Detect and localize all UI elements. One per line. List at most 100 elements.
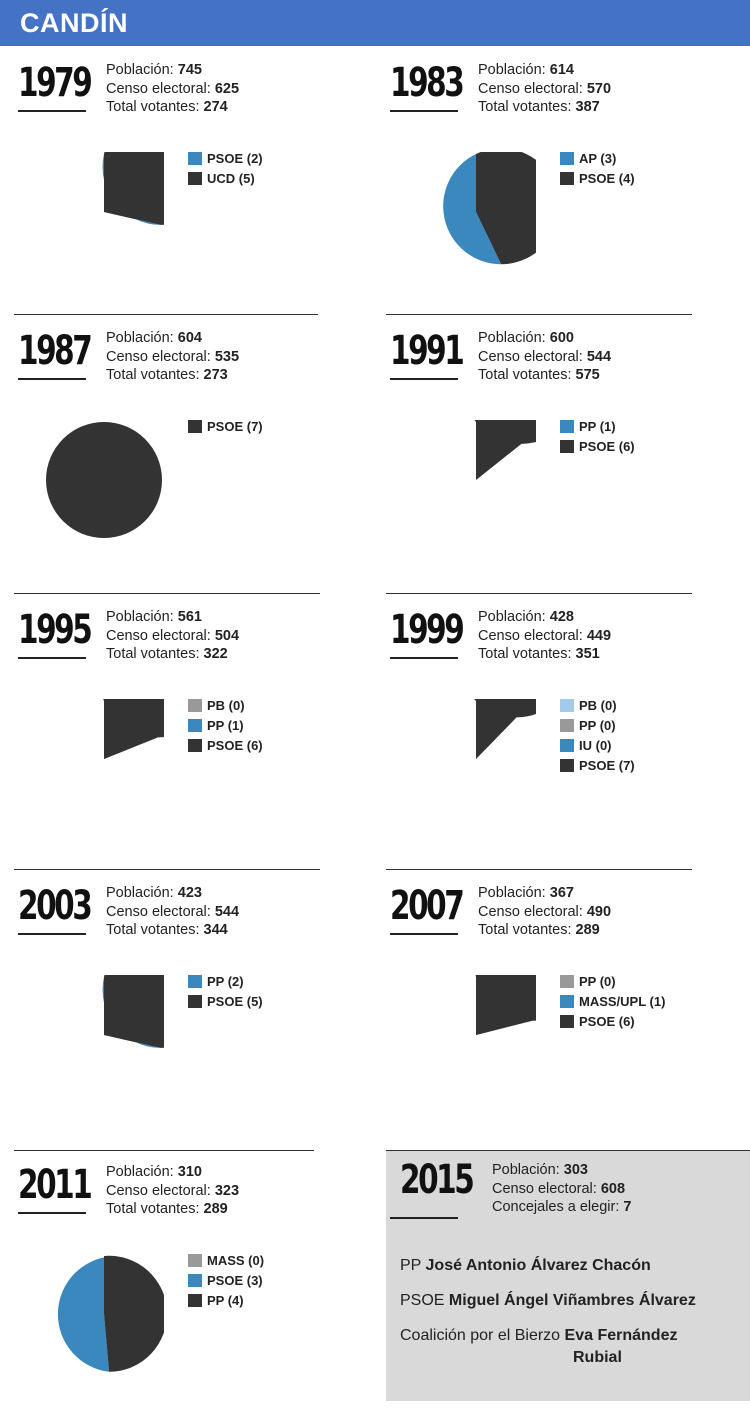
poblacion-row: Población: 561 — [106, 609, 202, 625]
pie-chart — [102, 152, 164, 225]
pie-slice — [57, 1256, 111, 1372]
legend-label: PP (1) — [207, 718, 244, 733]
stats: Población: 367 Censo electoral: 490 Total … — [478, 884, 611, 940]
year-underline — [18, 110, 86, 112]
candidate-psoe: PSOE Miguel Ángel Viñambres Álvarez — [400, 1292, 696, 1309]
legend-swatch — [560, 440, 574, 453]
pie-chart — [57, 1255, 164, 1372]
legend-label: PSOE (4) — [579, 171, 635, 186]
legend-swatch — [560, 1015, 574, 1028]
votantes-row: Total votantes: 387 — [478, 99, 600, 115]
votantes-row: Total votantes: 274 — [106, 99, 228, 115]
concejales-row: Concejales a elegir: 7 — [492, 1199, 632, 1215]
year-underline — [18, 657, 86, 659]
stats: Población: 428 Censo electoral: 449 Total … — [478, 608, 611, 664]
stats: Población: 745 Censo electoral: 625 Total … — [106, 61, 239, 117]
legend-swatch — [188, 719, 202, 732]
pie-chart — [103, 699, 164, 759]
poblacion-row: Población: 428 — [478, 609, 574, 625]
legend-label: PP (1) — [579, 419, 616, 434]
year-label: 2003 — [18, 883, 93, 929]
year-underline — [390, 110, 458, 112]
pie-slice — [474, 420, 536, 480]
pie-chart — [443, 152, 536, 265]
panel-2015: 2015 Población: 303 Censo electoral: 608… — [386, 1150, 750, 1401]
year-underline — [18, 933, 86, 935]
pie-slice — [443, 154, 502, 265]
legend-label: PP (0) — [579, 974, 616, 989]
separator-line — [386, 314, 692, 315]
header-bar: CANDÍN — [0, 0, 750, 46]
legend-label: MASS/UPL (1) — [579, 994, 666, 1009]
censo-row: Censo electoral: 490 — [478, 903, 612, 920]
votantes-row: Total votantes: 351 — [478, 646, 600, 662]
chart-block: 1983 Población: 614 Censo electoral: 570 To… — [390, 56, 750, 326]
pie-slice — [103, 699, 164, 759]
legend-label: IU (0) — [579, 738, 612, 753]
stats: Población: 604 Censo electoral: 535 Total … — [106, 329, 239, 385]
legend-swatch — [560, 975, 574, 988]
legend-label: PB (0) — [579, 698, 617, 713]
poblacion-row: Población: 303 — [492, 1162, 588, 1178]
poblacion-row: Población: 745 — [106, 62, 202, 78]
legend-swatch — [560, 420, 574, 433]
legend-label: PSOE (3) — [207, 1273, 263, 1288]
stats: Población: 423 Censo electoral: 544 Total … — [106, 884, 239, 940]
stats: Población: 614 Censo electoral: 570 Total … — [478, 61, 611, 117]
pie-slice — [476, 152, 536, 265]
separator-line — [14, 314, 318, 315]
year-underline — [390, 933, 458, 935]
censo-row: Censo electoral: 504 — [106, 627, 240, 644]
pie-slice — [474, 699, 536, 759]
censo-row: Censo electoral: 535 — [106, 348, 240, 365]
candidate-coalicion: Coalición por el Bierzo Eva Fernández — [400, 1327, 678, 1344]
pie-chart — [475, 975, 536, 1035]
stats-2015: Población: 303 Censo electoral: 608 Conc… — [492, 1161, 631, 1217]
chart-block: 2003 Población: 423 Censo electoral: 544 To… — [18, 879, 378, 1149]
candidate-pp: PP José Antonio Álvarez Chacón — [400, 1257, 651, 1274]
pie-chart — [474, 699, 536, 759]
legend-swatch — [188, 420, 202, 433]
pie-slice — [104, 975, 164, 1048]
stats: Población: 600 Censo electoral: 544 Total … — [478, 329, 611, 385]
chart-block: 1991 Población: 600 Censo electoral: 544 To… — [390, 324, 750, 594]
legend-swatch — [188, 975, 202, 988]
legend-label: MASS (0) — [207, 1253, 265, 1268]
censo-row: Censo electoral: 544 — [106, 903, 240, 920]
pie-slice — [104, 1255, 164, 1372]
legend-swatch — [188, 699, 202, 712]
chart-block: 2011 Población: 310 Censo electoral: 323 To… — [18, 1158, 378, 1428]
legend-swatch — [188, 995, 202, 1008]
stats: Población: 561 Censo electoral: 504 Total … — [106, 608, 239, 664]
legend-label: PP (2) — [207, 974, 244, 989]
legend-swatch — [188, 172, 202, 185]
year-underline — [18, 1212, 86, 1214]
legend-label: UCD (5) — [207, 171, 255, 186]
legend-swatch — [560, 759, 574, 772]
censo-row: Censo electoral: 449 — [478, 627, 612, 644]
legend-label: PP (4) — [207, 1293, 244, 1308]
year-underline — [18, 378, 86, 380]
poblacion-row: Población: 310 — [106, 1164, 202, 1180]
legend-label: PB (0) — [207, 698, 245, 713]
legend-label: PP (0) — [579, 718, 616, 733]
votantes-row: Total votantes: 575 — [478, 367, 600, 383]
candidate-coalicion-line2: Rubial — [573, 1349, 622, 1366]
chart-block: 2007 Población: 367 Censo electoral: 490 To… — [390, 879, 750, 1149]
pie-chart — [102, 975, 164, 1048]
legend-label: PSOE (5) — [207, 994, 263, 1009]
poblacion-row: Población: 600 — [478, 330, 574, 346]
pie-chart — [474, 420, 536, 480]
votantes-row: Total votantes: 289 — [106, 1201, 228, 1217]
separator-line — [14, 1150, 314, 1151]
legend-swatch — [560, 719, 574, 732]
legend-swatch — [188, 152, 202, 165]
votantes-row: Total votantes: 344 — [106, 922, 228, 938]
year-label: 1999 — [390, 607, 465, 653]
legend-label: PSOE (7) — [207, 419, 263, 434]
pie-slice — [46, 422, 162, 538]
year-underline — [390, 1217, 458, 1219]
poblacion-row: Población: 614 — [478, 62, 574, 78]
votantes-row: Total votantes: 322 — [106, 646, 228, 662]
legend-swatch — [188, 739, 202, 752]
